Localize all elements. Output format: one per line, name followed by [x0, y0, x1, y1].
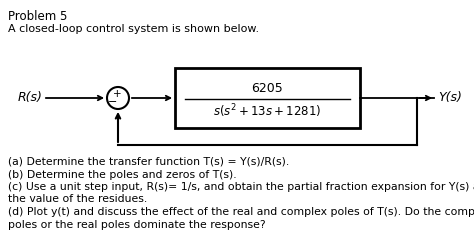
Text: A closed-loop control system is shown below.: A closed-loop control system is shown be…: [8, 24, 259, 34]
Text: (a) Determine the transfer function T(s) = Y(s)/R(s).: (a) Determine the transfer function T(s)…: [8, 157, 289, 167]
Text: Problem 5: Problem 5: [8, 10, 67, 23]
Text: Y(s): Y(s): [438, 92, 462, 105]
Text: (c) Use a unit step input, R(s)= 1/s, and obtain the partial fraction expansion : (c) Use a unit step input, R(s)= 1/s, an…: [8, 182, 474, 192]
Text: (d) Plot y(t) and discuss the effect of the real and complex poles of T(s). Do t: (d) Plot y(t) and discuss the effect of …: [8, 207, 474, 217]
Text: (b) Determine the poles and zeros of T(s).: (b) Determine the poles and zeros of T(s…: [8, 169, 237, 180]
Text: +: +: [113, 89, 121, 99]
Text: the value of the residues.: the value of the residues.: [8, 194, 147, 205]
Text: −: −: [108, 97, 118, 107]
Text: $s(s^2 + 13s + 1281)$: $s(s^2 + 13s + 1281)$: [213, 102, 322, 120]
FancyBboxPatch shape: [175, 68, 360, 128]
Text: R(s): R(s): [18, 92, 43, 105]
Text: 6205: 6205: [252, 83, 283, 96]
Text: poles or the real poles dominate the response?: poles or the real poles dominate the res…: [8, 219, 265, 229]
